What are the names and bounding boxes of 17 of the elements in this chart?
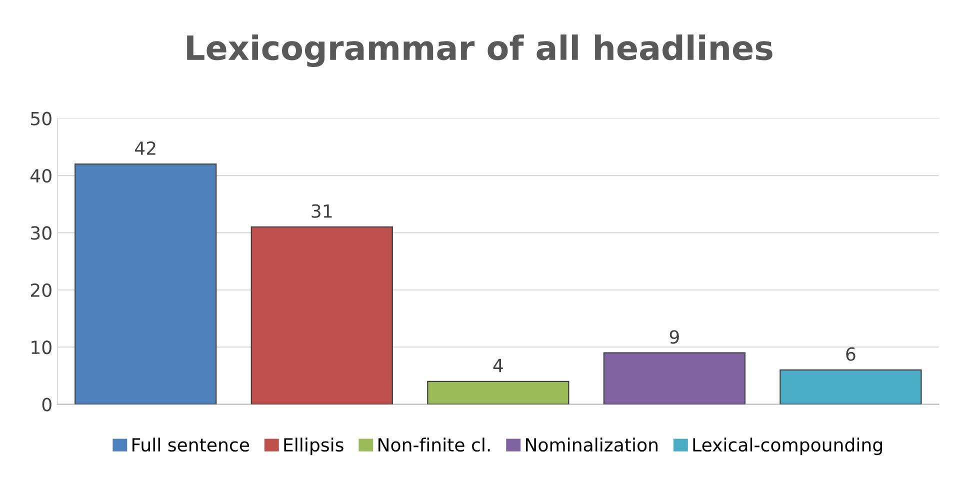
y-tick-label: 50 [31,112,52,126]
y-tick-label: 20 [30,283,52,297]
data-label: 6 [846,347,856,361]
legend-label: Non-finite cl. [378,438,490,452]
y-tick-label: 0 [42,398,52,412]
y-tick-label: 30 [31,226,52,240]
legend-label: Lexical-compounding [693,438,882,456]
legend-label: Ellipsis [284,438,344,456]
legend-label: Nominalization [526,438,658,452]
data-label: 31 [312,204,332,218]
data-label: 4 [493,358,503,372]
chart-title: Lexicogrammar of all headlines [187,34,772,68]
y-tick-label: 10 [32,340,52,354]
data-label: 9 [670,330,679,344]
y-tick-label: 40 [30,168,52,183]
data-label: 42 [135,141,156,155]
legend-label: Full sentence [132,438,250,452]
